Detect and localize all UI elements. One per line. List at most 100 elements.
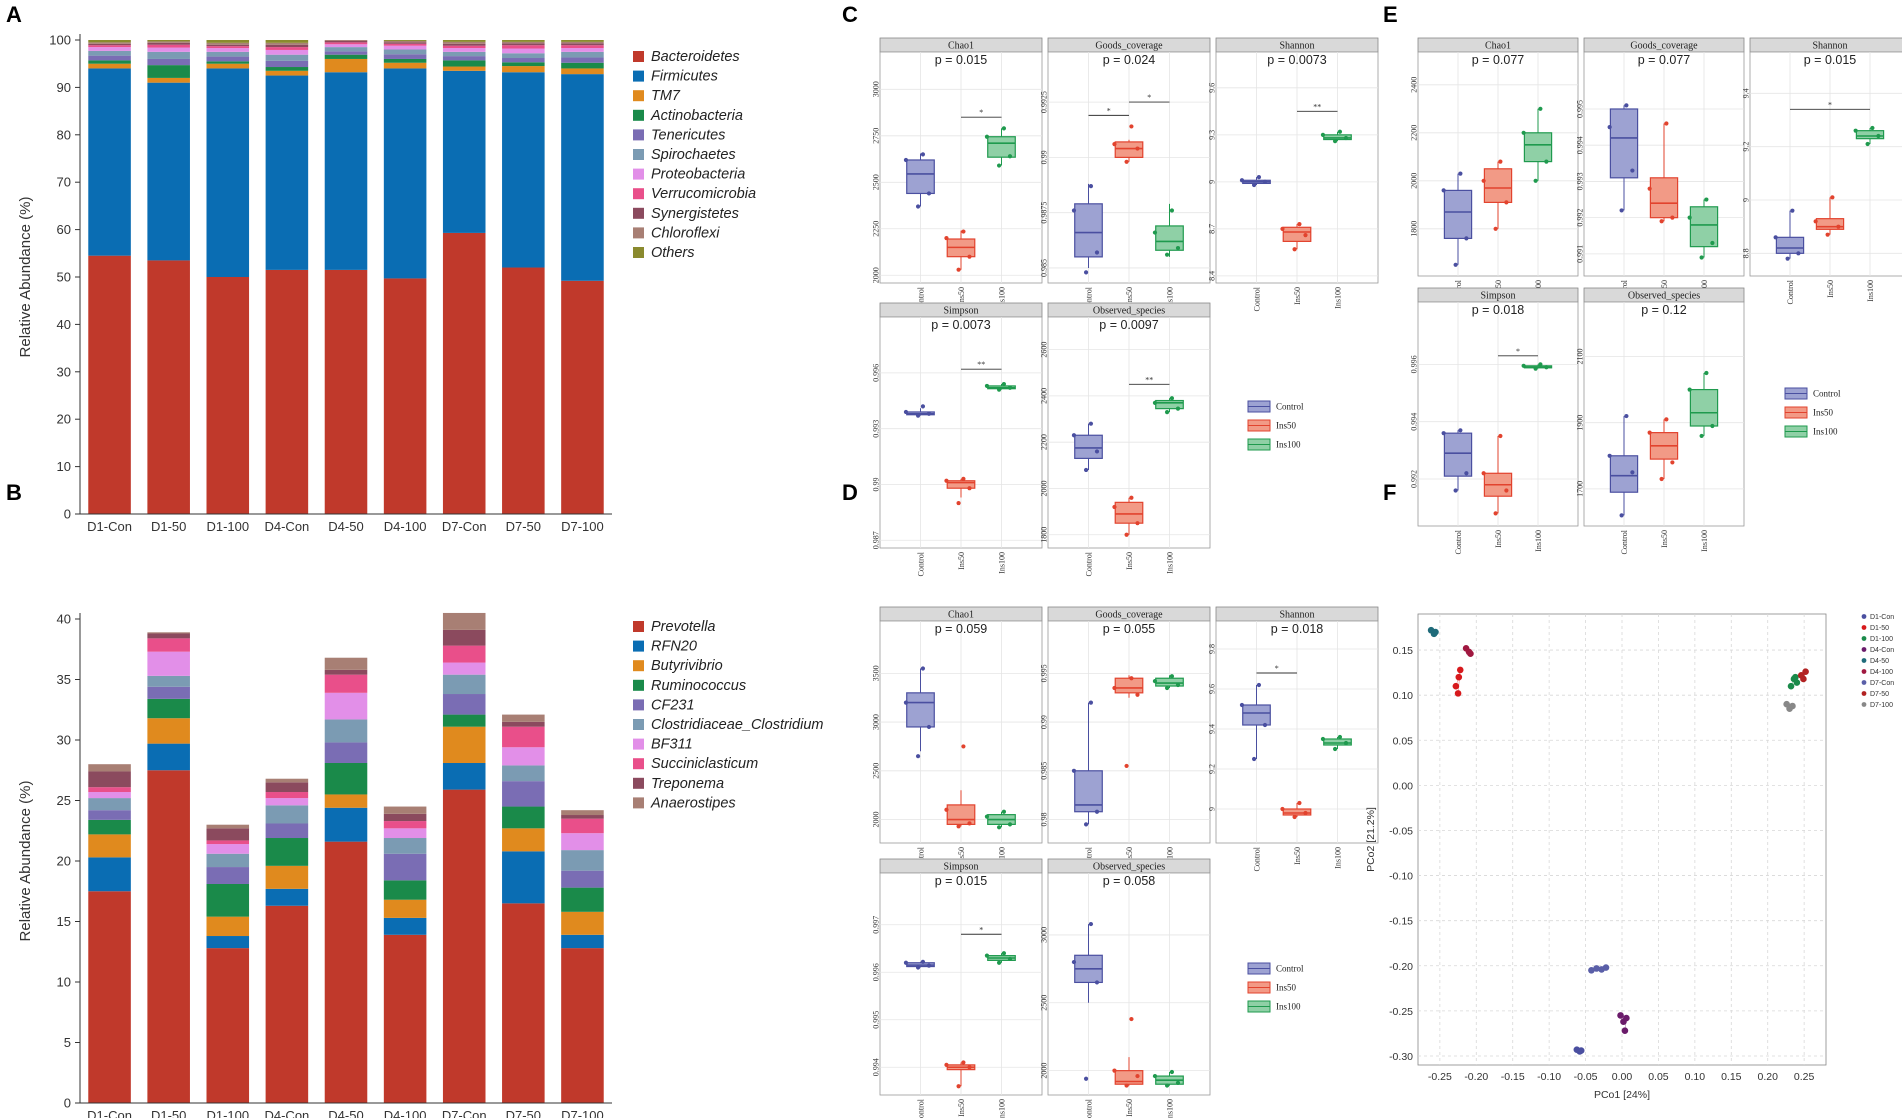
panel-letter-a: A [6,2,22,27]
data-point [1175,245,1181,251]
facet-title: Chao1 [948,610,974,621]
data-point [1001,809,1007,814]
data-point [1088,184,1094,189]
bar-segment-chloroflexi [561,41,604,44]
y-tick-label: 2400 [1040,388,1049,404]
bar-segment-bf311 [147,651,190,676]
data-point [1169,208,1175,213]
data-point [1135,692,1140,697]
x-tick-label: Control [917,286,926,311]
data-point [1785,256,1790,261]
bar-segment-tm7 [147,77,190,83]
y-tick-label: 20 [57,854,71,869]
data-point [1619,208,1624,213]
significance-label: * [979,108,983,117]
bar-segment-others [561,40,604,42]
bar-segment-others [88,40,131,43]
box-iqr [987,136,1016,158]
legend-swatch [633,90,644,102]
legend-dot [1861,702,1867,707]
bar-segment-anaerostipes [324,657,368,670]
data-point [1533,178,1538,183]
y-tick-label: 0.15 [1393,645,1414,657]
data-point [1094,980,1100,985]
bar-segment-clostridiaceae-clostridium [88,798,131,811]
bar-segment-anaerostipes [88,764,131,772]
legend-swatch [633,777,644,789]
bar-segment-anaerostipes [442,612,486,630]
bar-segment-clostridiaceae-clostridium [206,853,250,868]
p-value: p = 0.12 [1641,303,1687,317]
box-iqr [946,804,976,825]
bar-segment-ruminococcus [561,887,604,912]
data-point [1071,208,1077,213]
data-point [1544,365,1549,370]
bar-segment-treponema [502,721,545,727]
data-point [1169,1069,1175,1075]
bar-segment-butyrivibrio [88,834,131,858]
scatter-point [1456,666,1464,674]
data-point [1647,430,1652,435]
data-point [1175,406,1181,411]
p-value: p = 0.018 [1472,303,1525,317]
x-tick-label: Control [1085,1098,1094,1118]
data-point [1493,511,1498,516]
y-tick-label: 15 [57,914,71,929]
bar-segment-rfn20 [88,857,131,892]
data-point [961,1060,966,1065]
bar-segment-succiniclasticum [383,821,427,829]
data-point [1521,130,1526,135]
x-tick-label: Control [1253,846,1262,871]
data-point [1297,222,1302,227]
data-point [920,959,926,964]
data-point [1493,226,1498,231]
data-point [1453,262,1458,267]
legend-label: Others [651,245,695,261]
y-tick-label: 9.6 [1208,83,1217,93]
bar-segment-spirochaetes [206,51,250,57]
bar-segment-tm7 [206,63,250,69]
bar-segment-butyrivibrio [383,899,427,918]
scatter-point [1455,673,1463,681]
data-point [1001,126,1007,131]
bar-segment-rfn20 [324,807,368,842]
y-tick-label: 0.99 [872,477,881,491]
y-tick-label: 2100 [1576,348,1585,364]
legend-dot [1861,669,1867,674]
x-tick-label: D4-Con [264,519,309,534]
scatter-point [1452,682,1460,690]
bar-segment-chloroflexi [324,40,368,41]
bar-segment-firmicutes [442,70,486,233]
data-point [1112,685,1117,691]
x-tick-label: Control [1085,551,1094,576]
legend-swatch [633,207,644,219]
legend-label: Ruminococcus [651,678,746,694]
legend-label: Anaerostipes [650,795,736,811]
x-tick-label: D4-Con [264,1108,309,1118]
y-tick-label: 0.994 [1576,136,1585,154]
bar-segment-others [147,40,190,42]
x-tick-label: 0.00 [1612,1071,1633,1083]
bar-segment-butyrivibrio [206,916,250,937]
data-point [1538,362,1543,367]
significance-label: * [1275,664,1279,673]
legend-swatch [633,70,644,82]
x-tick-label: D7-Con [442,519,487,534]
data-point [1251,182,1257,188]
box-iqr [1483,168,1513,204]
x-tick-label: 0.15 [1721,1071,1742,1083]
scatter-point [1465,648,1473,656]
p-value: p = 0.077 [1638,53,1691,67]
x-tick-label: Control [1454,529,1463,554]
x-tick-label: Ins50 [1660,530,1669,548]
data-point [1262,722,1268,728]
data-point [1152,230,1158,235]
y-axis-title: Relative Abundance (%) [17,781,34,942]
data-point [956,500,961,506]
y-tick-label: 0.985 [1040,762,1049,780]
data-point [1876,133,1881,139]
bar-segment-clostridiaceae-clostridium [265,805,309,824]
scatter-point [1588,966,1595,974]
legend-label: Synergistetes [651,206,739,222]
box-iqr [1689,206,1719,248]
